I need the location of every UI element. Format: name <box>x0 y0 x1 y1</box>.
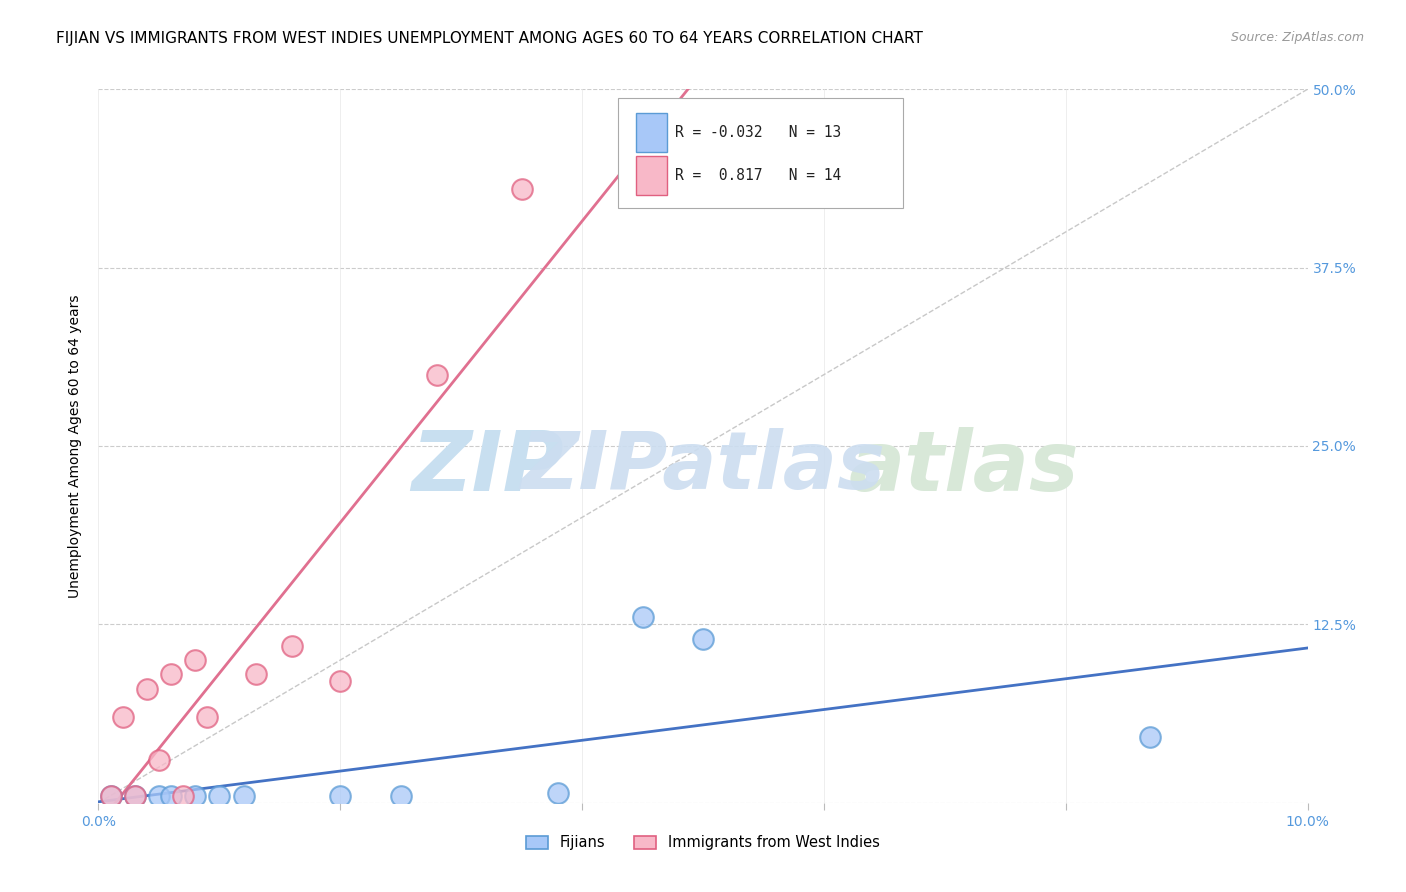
Text: R =  0.817   N = 14: R = 0.817 N = 14 <box>675 169 841 184</box>
Point <box>245 667 267 681</box>
Point <box>160 667 183 681</box>
Text: Source: ZipAtlas.com: Source: ZipAtlas.com <box>1230 31 1364 45</box>
Point <box>195 710 218 724</box>
Y-axis label: Unemployment Among Ages 60 to 64 years: Unemployment Among Ages 60 to 64 years <box>69 294 83 598</box>
Point <box>426 368 449 382</box>
Text: atlas: atlas <box>848 427 1078 508</box>
Point <box>547 786 569 800</box>
Point <box>124 789 146 803</box>
Point <box>172 789 194 803</box>
Point <box>148 753 170 767</box>
Point <box>111 710 134 724</box>
Text: FIJIAN VS IMMIGRANTS FROM WEST INDIES UNEMPLOYMENT AMONG AGES 60 TO 64 YEARS COR: FIJIAN VS IMMIGRANTS FROM WEST INDIES UN… <box>56 31 924 46</box>
Point <box>100 789 122 803</box>
Text: R = -0.032   N = 13: R = -0.032 N = 13 <box>675 125 841 140</box>
Point <box>160 789 183 803</box>
Point <box>184 789 207 803</box>
Point <box>184 653 207 667</box>
Text: ZIP: ZIP <box>412 427 564 508</box>
Point <box>281 639 304 653</box>
Point <box>692 632 714 646</box>
Point <box>135 681 157 696</box>
Point <box>510 182 533 196</box>
FancyBboxPatch shape <box>637 112 666 152</box>
Point <box>389 789 412 803</box>
FancyBboxPatch shape <box>619 98 903 209</box>
Point <box>124 789 146 803</box>
Point <box>329 789 352 803</box>
Point <box>148 789 170 803</box>
Point <box>329 674 352 689</box>
Point <box>208 789 231 803</box>
Point <box>232 789 254 803</box>
FancyBboxPatch shape <box>637 156 666 195</box>
Legend: Fijians, Immigrants from West Indies: Fijians, Immigrants from West Indies <box>520 830 886 856</box>
Text: ZIPatlas: ZIPatlas <box>520 428 886 507</box>
Point <box>100 789 122 803</box>
Point <box>1139 730 1161 744</box>
Point <box>631 610 654 624</box>
